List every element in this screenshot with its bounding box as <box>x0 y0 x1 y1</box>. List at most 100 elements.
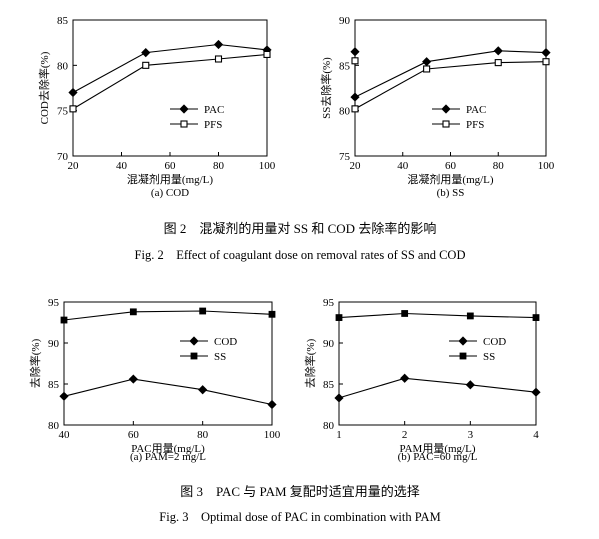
legend-marker <box>458 336 468 346</box>
plot-frame <box>63 301 273 426</box>
x-tick-label: 20 <box>68 160 80 172</box>
data-point <box>493 46 503 56</box>
legend-marker <box>180 120 188 128</box>
data-point <box>141 48 151 58</box>
y-axis-label: 去除率(%) <box>303 338 317 388</box>
data-point <box>142 61 150 69</box>
series-ss <box>60 307 276 324</box>
panel-label: (b) PAC=60 mg/L <box>398 451 478 463</box>
data-point <box>128 374 138 384</box>
chart-panel-4: 1 2 3 4 80 85 90 95 PAM用量(mg/L) 去除率(%) (b) PAC=60 … <box>303 297 541 463</box>
y-tick-label: 80 <box>57 60 69 72</box>
data-point <box>351 57 359 65</box>
y-axis-label: COD去除率(%) <box>37 51 51 124</box>
legend-entry-pfs: PFS <box>170 119 222 131</box>
series-line <box>63 310 273 321</box>
legend-entry-pac: PAC <box>170 104 224 116</box>
series-line <box>354 60 547 110</box>
series-line <box>338 312 537 319</box>
x-tick-label: 80 <box>213 160 225 172</box>
data-point <box>423 65 431 73</box>
y-tick-label: 75 <box>57 106 69 118</box>
y-tick-label: 95 <box>323 297 335 309</box>
x-axis-label: PAC用量(mg/L) <box>131 442 205 455</box>
y-tick-label: 80 <box>339 106 351 118</box>
y-axis-label: 去除率(%) <box>28 338 42 388</box>
panel-label: (a) COD <box>151 187 189 199</box>
data-point <box>400 373 410 383</box>
legend-marker <box>459 352 467 360</box>
data-point <box>267 399 277 410</box>
series-line <box>63 378 273 406</box>
series-pfs <box>351 57 550 113</box>
x-tick-label: 2 <box>402 429 408 441</box>
x-tick-label: 40 <box>116 160 128 172</box>
y-axis-label: SS去除率(%) <box>319 57 333 119</box>
x-tick-label: 4 <box>533 429 539 441</box>
panel-label: (a) PAM=2 mg/L <box>130 451 206 463</box>
legend-entry-ss: SS <box>449 351 495 363</box>
data-point <box>466 312 474 320</box>
panel-label: (b) SS <box>437 187 465 199</box>
legend-marker <box>441 104 451 114</box>
plot-frame <box>72 19 268 157</box>
legend-entry-cod: COD <box>449 336 506 348</box>
x-tick-label: 20 <box>350 160 362 172</box>
y-tick-label: 90 <box>48 338 60 350</box>
x-axis-label: 混凝剂用量(mg/L) <box>127 172 213 186</box>
data-point <box>465 380 475 390</box>
y-tick-label: 85 <box>48 379 60 391</box>
y-tick-label: 85 <box>323 379 335 391</box>
x-tick-label: 100 <box>538 160 555 172</box>
figure-2-caption-cn: 图 2 混凝剂的用量对 SS 和 COD 去除率的影响 <box>164 221 437 236</box>
y-tick-label: 70 <box>57 151 69 163</box>
x-tick-label: 80 <box>197 429 209 441</box>
legend-marker <box>179 104 189 114</box>
x-axis-label: 混凝剂用量(mg/L) <box>407 172 493 186</box>
legend-entry-ss: SS <box>180 351 226 363</box>
data-point <box>59 391 69 401</box>
data-point <box>422 57 432 67</box>
series-line <box>72 43 268 93</box>
x-tick-label: 60 <box>165 160 177 172</box>
legend-entry-pfs: PFS <box>432 119 484 131</box>
legend-label: COD <box>483 336 506 348</box>
legend-marker <box>189 336 199 346</box>
legend-label: PFS <box>204 119 222 131</box>
data-point <box>129 308 137 316</box>
x-tick-label: 40 <box>59 429 71 441</box>
figure-2-caption-en: Fig. 2 Effect of coagulant dose on remov… <box>135 248 466 262</box>
data-point <box>531 387 541 397</box>
legend-label: SS <box>214 351 226 363</box>
chart-panel-3: 40 60 80 100 80 85 90 95 PAC用量(mg/L) 去除率(%) (a) PA… <box>28 297 281 463</box>
y-tick-label: 75 <box>339 151 351 163</box>
series-pac <box>68 39 272 98</box>
x-tick-label: 40 <box>397 160 409 172</box>
y-tick-label: 85 <box>57 15 69 27</box>
data-point <box>334 393 344 403</box>
plot-frame <box>338 301 537 426</box>
data-point <box>532 314 540 321</box>
data-point <box>542 58 550 66</box>
series-pfs <box>69 50 271 113</box>
x-tick-label: 100 <box>264 429 281 441</box>
chart-panel-2: 20 40 60 80 100 75 80 85 90 混凝剂用量(mg/L) SS去除率(%) (b… <box>319 15 555 199</box>
y-tick-label: 80 <box>48 420 60 432</box>
legend-label: COD <box>214 336 237 348</box>
data-point <box>350 47 360 57</box>
data-point <box>214 55 223 63</box>
legend-entry-cod: COD <box>180 336 237 348</box>
plot-frame <box>354 19 547 157</box>
legend-label: PFS <box>466 119 484 131</box>
series-line <box>72 53 268 110</box>
data-point <box>199 307 207 315</box>
x-tick-label: 3 <box>468 429 474 441</box>
series-line <box>338 377 537 399</box>
data-point <box>335 314 343 321</box>
series-cod <box>59 374 277 410</box>
y-tick-label: 95 <box>48 297 60 309</box>
x-tick-label: 60 <box>445 160 457 172</box>
figure-3-caption-en: Fig. 3 Optimal dose of PAC in combinatio… <box>159 510 440 524</box>
legend-entry-pac: PAC <box>432 104 486 116</box>
